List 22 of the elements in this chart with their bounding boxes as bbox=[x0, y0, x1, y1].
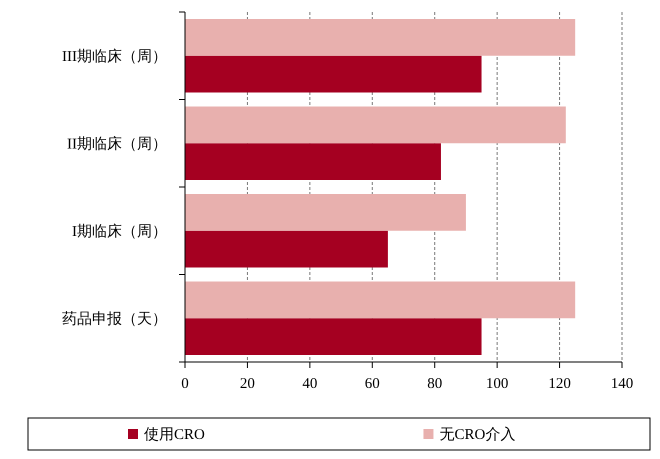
bar bbox=[185, 230, 388, 268]
bar bbox=[185, 194, 466, 231]
bar bbox=[185, 56, 482, 92]
y-tick-label: III期临床（周） bbox=[62, 48, 167, 65]
x-tick-label: 80 bbox=[427, 376, 442, 392]
bar bbox=[185, 143, 441, 180]
bar bbox=[185, 19, 576, 56]
bar bbox=[185, 106, 566, 144]
x-tick-label: 60 bbox=[364, 376, 380, 392]
x-tick-label: 140 bbox=[610, 376, 634, 392]
y-tick-label: 药品申报（天） bbox=[62, 310, 167, 328]
legend-label: 无CRO介入 bbox=[439, 426, 516, 443]
x-tick-label: 0 bbox=[181, 376, 189, 392]
x-tick-label: 100 bbox=[486, 376, 508, 392]
x-tick-label: 20 bbox=[240, 376, 255, 392]
x-tick-label: 120 bbox=[548, 376, 571, 392]
y-tick-label: I期临床（周） bbox=[72, 222, 167, 240]
y-tick-label: II期临床（周） bbox=[67, 135, 167, 152]
x-tick-label: 40 bbox=[302, 376, 318, 392]
legend-label: 使用CRO bbox=[144, 427, 206, 443]
bar bbox=[185, 318, 482, 355]
bar bbox=[185, 282, 576, 318]
